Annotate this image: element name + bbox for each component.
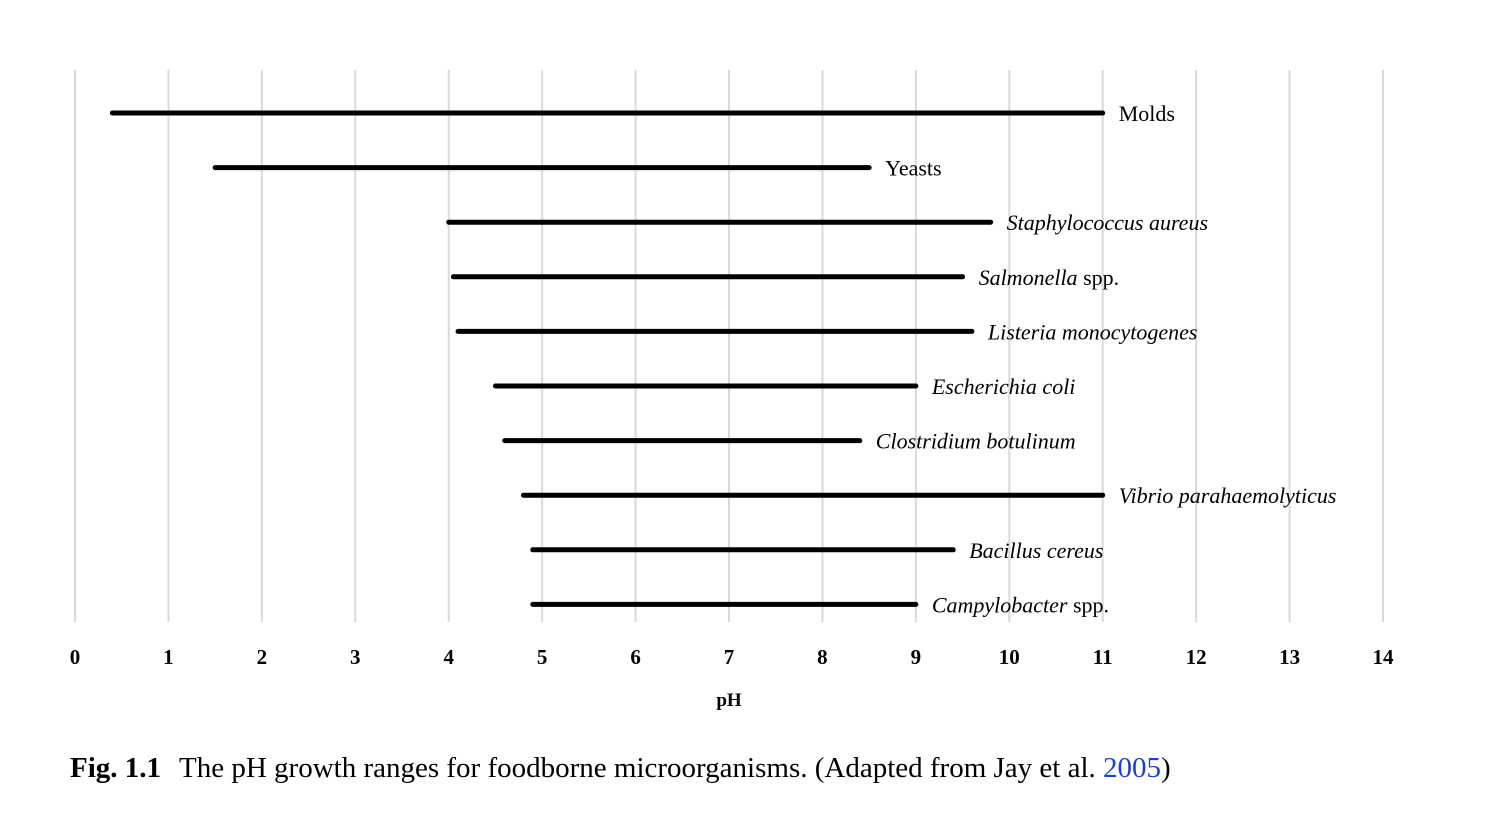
x-tick-label: 7 [724, 645, 735, 669]
x-tick-label: 8 [817, 645, 828, 669]
series-label: Molds [1119, 101, 1175, 126]
series-label: Bacillus cereus [969, 538, 1103, 563]
gridlines [74, 70, 1384, 622]
range-bars [109, 110, 1106, 607]
series-label-part: spp. [1068, 592, 1110, 617]
series-label-part: Yeasts [885, 156, 941, 181]
series-label: Vibrio parahaemolyticus [1119, 483, 1337, 508]
x-tick-label: 9 [911, 645, 922, 669]
series-label-part: Bacillus cereus [969, 538, 1103, 563]
series-label: Listeria monocytogenes [987, 319, 1198, 344]
figure-number: Fig. 1.1 [70, 752, 162, 784]
x-tick-label: 1 [163, 645, 174, 669]
series-label: Staphylococcus aureus [1007, 210, 1208, 235]
series-label-part: Campylobacter [932, 592, 1068, 617]
series-label-part: Listeria monocytogenes [987, 319, 1198, 344]
x-tick-labels: 0 1 2 3 4 5 6 7 8 9 10 11 12 13 14 [70, 645, 1394, 669]
caption-close: ) [1161, 752, 1171, 784]
citation-link[interactable]: 2005 [1103, 752, 1162, 784]
x-tick-label: 12 [1186, 645, 1207, 669]
x-tick-label: 3 [350, 645, 361, 669]
x-tick-label: 2 [257, 645, 268, 669]
ph-range-chart: Molds Yeasts Staphylococcus aureus Salmonel… [70, 70, 1394, 711]
x-tick-label: 10 [999, 645, 1020, 669]
series-label: Yeasts [885, 156, 941, 181]
series-label: Campylobacter spp. [932, 592, 1109, 617]
x-tick-label: 6 [630, 645, 641, 669]
series-label-part: Vibrio parahaemolyticus [1119, 483, 1337, 508]
caption-text: The pH growth ranges for foodborne micro… [179, 752, 1104, 784]
series-label: Escherichia coli [931, 374, 1076, 399]
series-label-part: Staphylococcus aureus [1007, 210, 1208, 235]
x-axis-label: pH [716, 690, 742, 711]
series-label-part: Molds [1119, 101, 1175, 126]
series-label-part: Salmonella [979, 265, 1078, 290]
figure-caption: Fig. 1.1 The pH growth ranges for foodbor… [70, 752, 1171, 785]
x-tick-label: 0 [70, 645, 81, 669]
x-tick-label: 13 [1279, 645, 1300, 669]
series-label-part: spp. [1078, 265, 1120, 290]
series-label: Salmonella spp. [979, 265, 1120, 290]
x-tick-label: 5 [537, 645, 548, 669]
series-label-part: Clostridium botulinum [876, 429, 1076, 454]
x-tick-label: 14 [1373, 645, 1395, 669]
series-labels: Molds Yeasts Staphylococcus aureus Salmonel… [876, 101, 1337, 617]
x-tick-label: 4 [443, 645, 454, 669]
series-label-part: Escherichia coli [931, 374, 1076, 399]
series-label: Clostridium botulinum [876, 429, 1076, 454]
x-tick-label: 11 [1093, 645, 1113, 669]
